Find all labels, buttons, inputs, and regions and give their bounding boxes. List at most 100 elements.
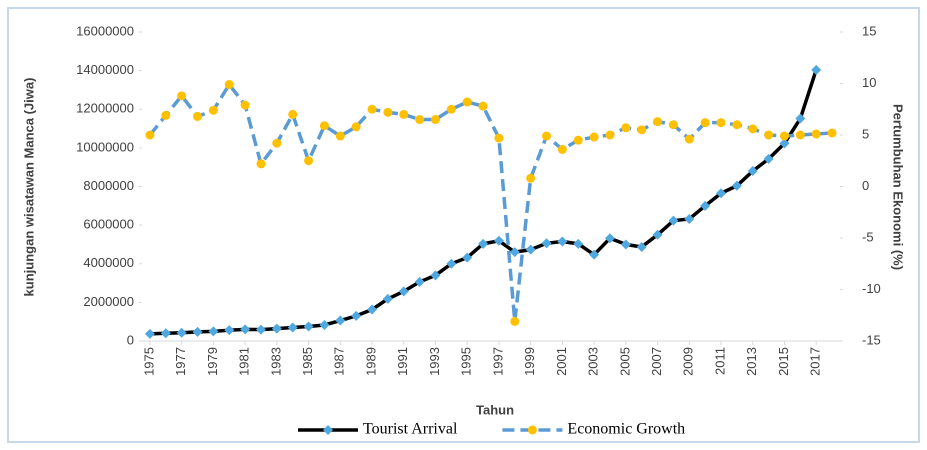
series-marker [779, 131, 789, 141]
x-tick-label: 2011 [712, 347, 727, 375]
x-axis-title: Tahun [476, 402, 514, 417]
series-marker [446, 258, 457, 269]
y-tick-label: 2000000 [83, 294, 134, 309]
series-marker [414, 276, 425, 287]
series-marker [256, 159, 266, 169]
x-tick-label: 2007 [649, 347, 664, 376]
series-marker [144, 328, 155, 339]
series-marker [589, 132, 599, 142]
x-tick-label: 2003 [586, 347, 601, 376]
series-marker [304, 156, 314, 166]
series-marker [208, 105, 218, 115]
x-tick-label: 1977 [173, 347, 188, 376]
series-marker [478, 101, 488, 111]
series-marker [176, 327, 187, 338]
series-marker [700, 118, 710, 128]
y-axis-title: kunjungan wisatawan Manca (Jiwa) [21, 78, 36, 297]
x-tick-label: 1995 [459, 347, 474, 376]
series-marker [509, 247, 520, 258]
series-marker [795, 130, 805, 140]
series-marker [224, 325, 235, 336]
series-marker [620, 239, 631, 250]
y-tick-label: 0 [127, 332, 134, 347]
x-tick-label: 1993 [427, 347, 442, 376]
series-marker [732, 120, 742, 130]
series-marker [542, 131, 552, 141]
x-tick-label: 1997 [490, 347, 505, 376]
series-marker [541, 238, 552, 249]
series-marker [668, 215, 679, 226]
series-marker [398, 286, 409, 297]
series-marker [430, 270, 441, 281]
y-tick-label: 16000000 [76, 23, 134, 38]
chart-frame [7, 7, 920, 443]
series-marker [177, 91, 187, 101]
series-marker [288, 109, 298, 119]
y2-tick-label: 0 [862, 178, 869, 193]
series-marker [747, 166, 758, 177]
series-marker [446, 104, 456, 114]
y-tick-label: 8000000 [83, 178, 134, 193]
series-marker [811, 64, 822, 75]
y2-tick-label: 5 [862, 126, 869, 141]
series-marker [415, 115, 425, 125]
series-marker [255, 324, 266, 335]
legend-label: Economic Growth [567, 421, 685, 438]
series-marker [525, 244, 536, 255]
series-marker [145, 130, 155, 140]
series-marker [160, 328, 171, 339]
x-tick-label: 1975 [141, 347, 156, 376]
series-marker [510, 316, 520, 326]
series-marker [351, 122, 361, 132]
series-marker [684, 134, 694, 144]
series-marker [763, 153, 774, 164]
series-marker [653, 117, 663, 127]
x-tick-label: 1985 [300, 347, 315, 376]
y-tick-label: 6000000 [83, 217, 134, 232]
y2-tick-label: 10 [862, 75, 876, 90]
series-marker [224, 80, 234, 90]
series-marker [335, 131, 345, 141]
series-marker [240, 100, 250, 110]
series-marker [652, 229, 663, 240]
x-tick-label: 2009 [681, 347, 696, 376]
x-tick-label: 1983 [268, 347, 283, 376]
series-marker [399, 109, 409, 119]
series-marker [335, 315, 346, 326]
series-marker [367, 304, 378, 315]
series-marker [287, 322, 298, 333]
series-marker [621, 123, 631, 133]
series-marker [604, 233, 615, 244]
series-marker [351, 310, 362, 321]
series-marker [240, 324, 251, 335]
series-marker [573, 135, 583, 145]
series-marker [716, 188, 727, 199]
series-marker [493, 235, 504, 246]
series-marker [383, 107, 393, 117]
series-marker [636, 241, 647, 252]
series-marker [208, 326, 219, 337]
y-tick-label: 4000000 [83, 255, 134, 270]
y-tick-label: 10000000 [76, 139, 134, 154]
x-tick-label: 1981 [237, 347, 252, 376]
x-tick-label: 1991 [395, 347, 410, 376]
y-tick-label: 12000000 [76, 101, 134, 116]
series-marker [161, 110, 171, 120]
x-tick-label: 2015 [776, 347, 791, 376]
y2-tick-label: -5 [862, 229, 874, 244]
series-marker [668, 120, 678, 130]
series-marker [478, 238, 489, 249]
series-marker [462, 252, 473, 263]
x-tick-label: 2013 [744, 347, 759, 376]
series-marker [272, 138, 282, 148]
series-marker [811, 129, 821, 139]
x-tick-label: 2017 [808, 347, 823, 376]
series-marker [193, 111, 203, 121]
y2-tick-label: 15 [862, 23, 876, 38]
series-marker [303, 321, 314, 332]
y2-tick-label: -10 [862, 281, 881, 296]
series-marker [684, 213, 695, 224]
series-marker [526, 173, 536, 183]
series-marker [700, 200, 711, 211]
